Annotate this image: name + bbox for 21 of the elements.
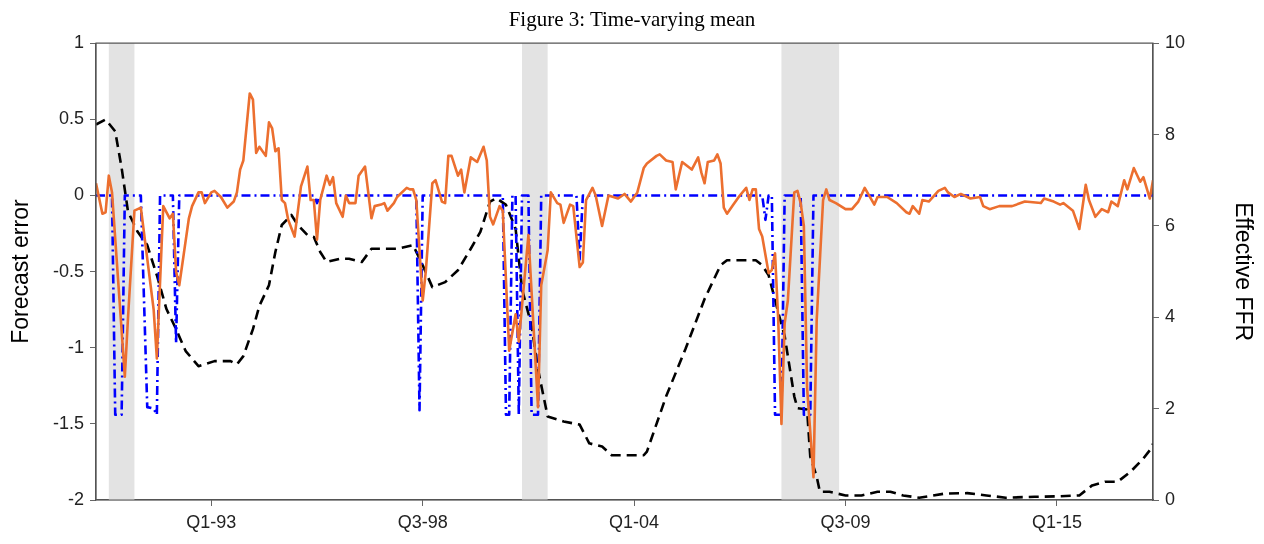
x-tick-label: Q1-93 bbox=[186, 511, 237, 532]
chart-title: Figure 3: Time-varying mean bbox=[508, 7, 756, 32]
y-tick-label: 0.5 bbox=[58, 108, 84, 129]
y-tick-label: -1.5 bbox=[52, 412, 84, 433]
x-tick-label: Q1-04 bbox=[609, 511, 660, 532]
y2-tick-label: 6 bbox=[1165, 214, 1176, 235]
x-tick-label: Q3-98 bbox=[397, 511, 448, 532]
y2-tick-label: 4 bbox=[1165, 306, 1176, 327]
y-axis-title: Forecast error bbox=[7, 199, 34, 344]
y2-tick-label: 10 bbox=[1165, 32, 1186, 53]
x-tick-label: Q3-09 bbox=[820, 511, 871, 532]
y2-axis-title: Effective FFR bbox=[1230, 202, 1257, 342]
y-tick-label: -0.5 bbox=[52, 260, 84, 281]
y-tick-label: 1 bbox=[73, 32, 84, 53]
y-tick-label: -2 bbox=[67, 488, 84, 509]
y-tick-label: -1 bbox=[67, 336, 84, 357]
y2-tick-label: 0 bbox=[1165, 488, 1176, 509]
y-tick-label: 0 bbox=[73, 184, 84, 205]
y2-tick-label: 2 bbox=[1165, 397, 1176, 418]
y2-tick-label: 8 bbox=[1165, 123, 1176, 144]
x-tick-label: Q1-15 bbox=[1031, 511, 1082, 532]
